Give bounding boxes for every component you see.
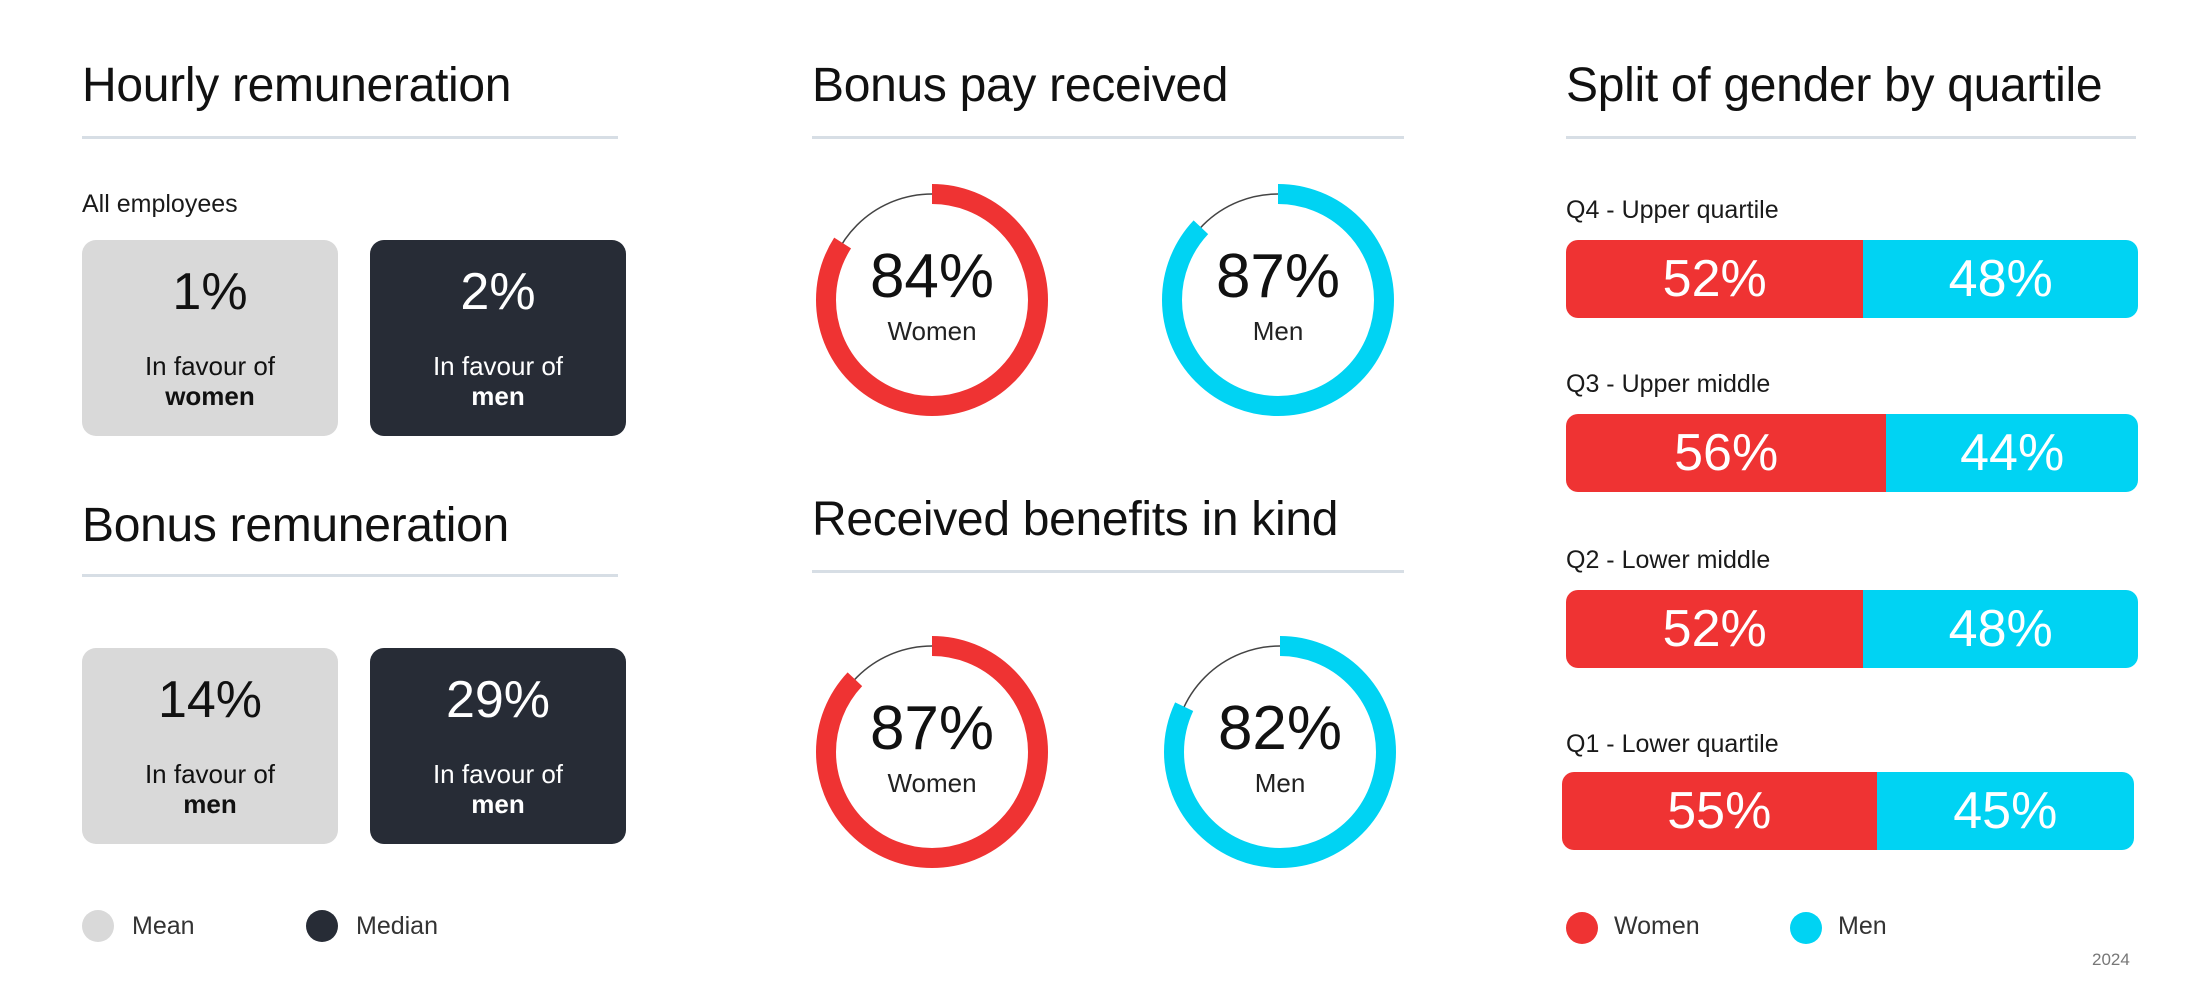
bonus-women-arc — [816, 184, 1048, 416]
hourly-subtitle: All employees — [82, 190, 238, 218]
q2-bar: 52% 48% — [1566, 590, 2138, 668]
q3-label: Q3 - Upper middle — [1566, 370, 1771, 398]
bonus-median-card: 29% In favour of men — [370, 648, 626, 844]
bonus-remuneration-divider — [82, 574, 618, 577]
hourly-mean-value: 1% — [172, 263, 248, 321]
q3-men-segment: 44% — [1886, 414, 2138, 492]
hourly-mean-card: 1% In favour of women — [82, 240, 338, 436]
bonus-median-line1: In favour of — [432, 759, 564, 789]
hourly-median-line1: In favour of — [432, 351, 564, 381]
mean-legend-label: Mean — [132, 912, 195, 940]
hourly-mean-line1: In favour of — [144, 351, 276, 381]
women-legend-label: Women — [1614, 912, 1700, 940]
bonus-men-donut-svg — [1162, 184, 1394, 416]
bonus-men-value: 87% — [1215, 241, 1341, 311]
bonus-median-line2: men — [471, 788, 525, 819]
benefits-women-donut-svg — [816, 636, 1048, 868]
bonus-women-label: Women — [887, 315, 977, 346]
bonus-median-value: 29% — [445, 671, 551, 729]
benefits-men-donut: 82% Men — [1160, 632, 1400, 872]
mean-legend-swatch — [82, 910, 114, 942]
quartile-divider — [1566, 136, 2136, 139]
report-year: 2024 — [2092, 950, 2130, 969]
men-legend-label: Men — [1838, 912, 1887, 940]
bonus-remuneration-title: Bonus remuneration — [82, 499, 509, 552]
bonus-mean-card: 14% In favour of men — [82, 648, 338, 844]
q1-women-segment: 55% — [1562, 772, 1877, 850]
bonus-pay-divider — [812, 136, 1404, 139]
benefits-women-value: 87% — [869, 693, 995, 763]
men-legend-swatch — [1790, 912, 1822, 944]
quartile-title: Split of gender by quartile — [1566, 59, 2103, 112]
bonus-men-donut: 87% Men — [1158, 180, 1398, 420]
bonus-women-value: 84% — [869, 241, 995, 311]
q4-label: Q4 - Upper quartile — [1566, 196, 1779, 224]
median-legend-swatch — [306, 910, 338, 942]
q1-men-segment: 45% — [1876, 772, 2134, 850]
q2-label: Q2 - Lower middle — [1566, 546, 1771, 574]
hourly-divider — [82, 136, 618, 139]
hourly-median-value: 2% — [460, 263, 536, 321]
q4-men-segment: 48% — [1863, 240, 2138, 318]
benefits-men-label: Men — [1254, 767, 1306, 798]
q3-women-segment: 56% — [1566, 414, 1887, 492]
q1-label: Q1 - Lower quartile — [1566, 730, 1779, 758]
q2-women-segment: 52% — [1566, 590, 1864, 668]
benefits-men-arc — [1164, 636, 1396, 868]
bonus-mean-value: 14% — [157, 671, 263, 729]
bonus-men-label: Men — [1252, 315, 1304, 346]
bonus-women-donut-svg — [816, 184, 1048, 416]
bonus-men-arc — [1162, 184, 1394, 416]
hourly-median-line2: men — [471, 380, 525, 411]
benefits-women-donut: 87% Women — [812, 632, 1052, 872]
q4-women-segment: 52% — [1566, 240, 1864, 318]
median-legend-label: Median — [356, 912, 438, 940]
benefits-title: Received benefits in kind — [812, 493, 1339, 546]
bonus-mean-line2: men — [183, 788, 237, 819]
hourly-mean-line2: women — [165, 380, 255, 411]
q2-men-segment: 48% — [1863, 590, 2138, 668]
benefits-men-value: 82% — [1217, 693, 1343, 763]
bonus-mean-line1: In favour of — [144, 759, 276, 789]
bonus-pay-title: Bonus pay received — [812, 59, 1229, 112]
hourly-remuneration-title: Hourly remuneration — [82, 59, 512, 112]
q1-bar: 55% 45% — [1562, 772, 2134, 850]
benefits-women-label: Women — [887, 767, 977, 798]
bonus-women-donut: 84% Women — [812, 180, 1052, 420]
benefits-divider — [812, 570, 1404, 573]
benefits-men-donut-svg — [1164, 636, 1396, 868]
benefits-women-arc — [816, 636, 1048, 868]
women-legend-swatch — [1566, 912, 1598, 944]
hourly-median-card: 2% In favour of men — [370, 240, 626, 436]
q4-bar: 52% 48% — [1566, 240, 2138, 318]
q3-bar: 56% 44% — [1566, 414, 2138, 492]
